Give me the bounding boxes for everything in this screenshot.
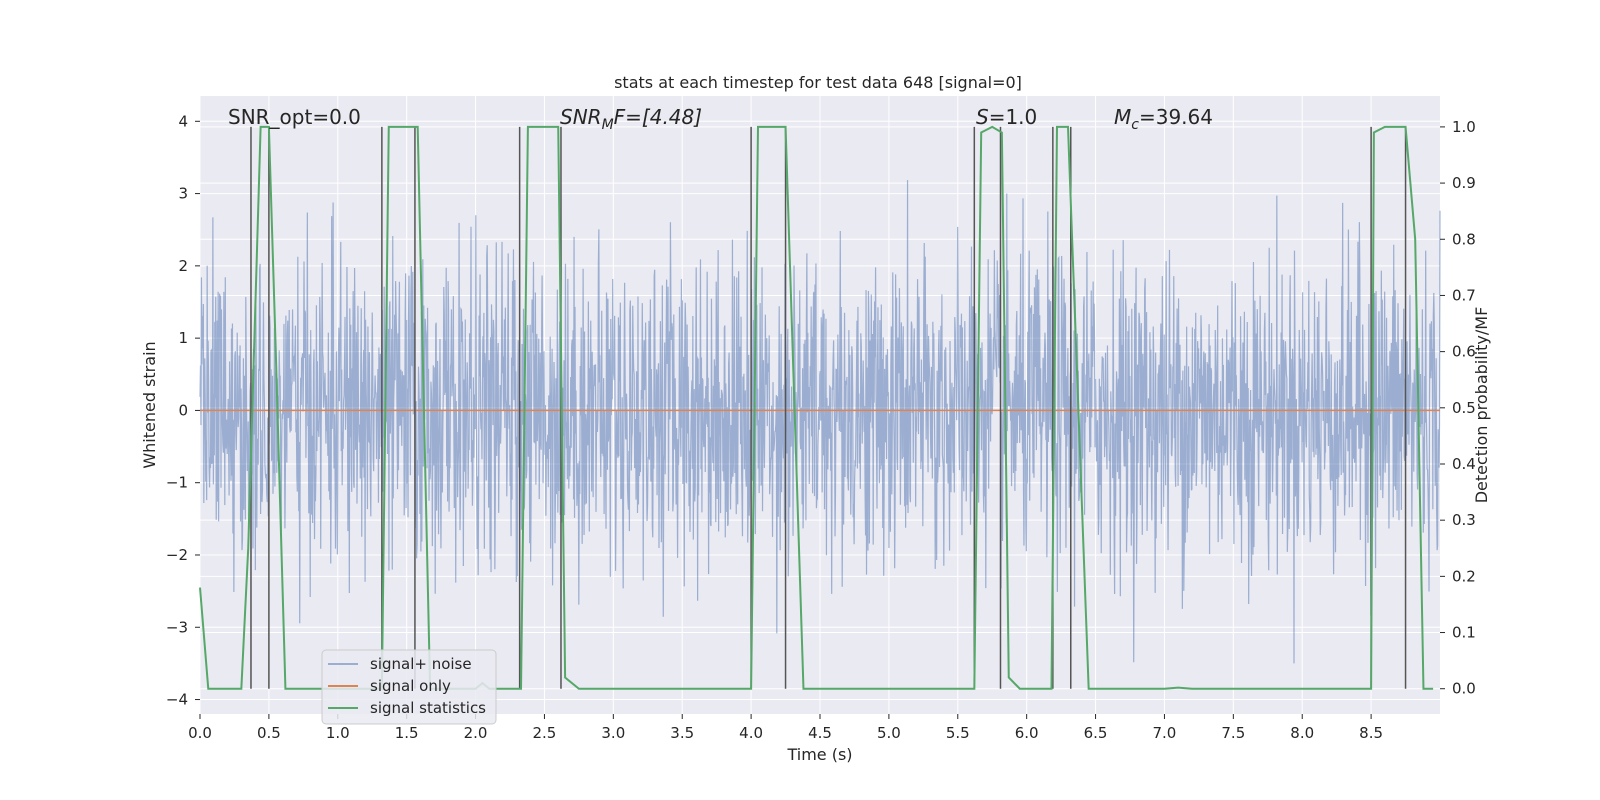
legend: signal+ noise signal only signal statist… [321, 649, 497, 725]
legend-label-signal-noise: signal+ noise [370, 655, 472, 673]
y-right-tick-label: 0.2 [1452, 567, 1476, 585]
x-tick-label: 0.5 [257, 724, 281, 742]
annotation-s: S=1.0 [976, 105, 1037, 129]
y-tick-label: 3 [178, 185, 188, 203]
chart-title: stats at each timestep for test data 648… [614, 73, 1022, 92]
y-right-tick-label: 0.7 [1452, 286, 1476, 304]
x-ticks: 0.0 0.5 1.0 1.5 2.0 2.5 3.0 3.5 4.0 4.5 5.0 5.5 6.0 6… [188, 714, 1383, 742]
series-signal-noise [199, 180, 1441, 664]
x-tick-label: 5.5 [946, 724, 970, 742]
annotation-snr-opt: SNR_opt=0.0 [228, 105, 361, 129]
signal-statistics-line [199, 125, 1434, 690]
y-tick-label: −3 [166, 618, 188, 636]
x-tick-label: 3.5 [670, 724, 694, 742]
y-axis-label-left: Whitened strain [140, 341, 159, 468]
legend-label-signal-only: signal only [370, 677, 451, 695]
y-tick-label: 0 [178, 401, 188, 419]
x-tick-label: 5.0 [877, 724, 901, 742]
y-right-tick-label: 0.8 [1452, 230, 1476, 248]
y-right-tick-label: 0.5 [1452, 399, 1476, 417]
y-right-tick-label: 0.3 [1452, 511, 1476, 529]
y-right-tick-label: 0.1 [1452, 624, 1476, 642]
x-tick-label: 2.5 [533, 724, 557, 742]
x-tick-label: 8.5 [1359, 724, 1383, 742]
y-tick-label: −4 [166, 691, 188, 709]
x-tick-label: 8.0 [1290, 724, 1314, 742]
x-tick-label: 1.0 [326, 724, 350, 742]
legend-box [321, 649, 497, 725]
series-signal-statistics [199, 125, 1434, 690]
x-tick-label: 0.0 [188, 724, 212, 742]
y-tick-label: 2 [178, 257, 188, 275]
x-tick-label: 6.0 [1015, 724, 1039, 742]
x-axis-label: Time (s) [786, 745, 852, 764]
y-tick-label: −1 [166, 474, 188, 492]
y-axis-label-right: Detection probability/MF [1472, 307, 1491, 504]
y-right-tick-label: 0.0 [1452, 680, 1476, 698]
legend-label-signal-statistics: signal statistics [370, 699, 486, 717]
x-tick-label: 2.0 [464, 724, 488, 742]
y-right-tick-label: 0.6 [1452, 343, 1476, 361]
y-tick-label: −2 [166, 546, 188, 564]
x-tick-label: 1.5 [395, 724, 419, 742]
y-tick-label: 1 [178, 329, 188, 347]
y-tick-label: 4 [178, 112, 188, 130]
annotation-snr-mf: SNRMF=[4.48] [560, 105, 702, 133]
y-right-tick-label: 0.4 [1452, 455, 1476, 473]
y-ticks-right: 1.0 0.9 0.8 0.7 0.6 0.5 0.4 0.3 0.2 0.1 0.0 [1440, 118, 1476, 698]
x-tick-label: 4.5 [808, 724, 832, 742]
annotation-mc: Mc=39.64 [1114, 105, 1213, 133]
x-tick-label: 6.5 [1084, 724, 1108, 742]
y-right-tick-label: 0.9 [1452, 174, 1476, 192]
y-right-tick-label: 1.0 [1452, 118, 1476, 136]
signal-noise-line [199, 180, 1441, 664]
x-tick-label: 4.0 [739, 724, 763, 742]
x-tick-label: 3.0 [601, 724, 625, 742]
x-tick-label: 7.0 [1153, 724, 1177, 742]
x-tick-label: 7.5 [1221, 724, 1245, 742]
y-ticks-left: 4 3 2 1 0 −1 −2 −3 −4 [166, 112, 200, 709]
